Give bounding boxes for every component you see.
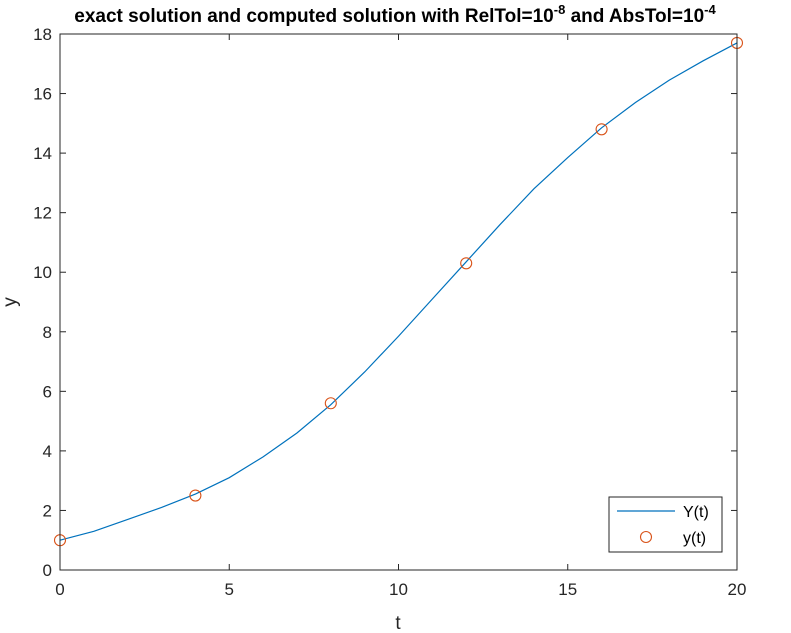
legend-box	[608, 496, 723, 553]
y-tick-label-6: 12	[33, 204, 52, 223]
y-tick-label-8: 16	[33, 85, 52, 104]
x-tick-label-1: 5	[225, 580, 234, 599]
data-point-3	[460, 257, 473, 270]
x-tick-label-4: 20	[728, 580, 747, 599]
chart-title-main: exact solution and computed solution wit…	[74, 6, 553, 27]
x-tick-label-0: 0	[55, 580, 64, 599]
legend-label-0: Y(t)	[683, 504, 709, 521]
chart-title-exponent-1: -8	[554, 2, 566, 17]
chart-title-exponent-2: -4	[704, 2, 716, 17]
plot-area	[60, 34, 737, 570]
data-point-2	[324, 397, 337, 410]
y-tick-label-3: 6	[43, 382, 52, 401]
chart-title: exact solution and computed solution wit…	[74, 2, 716, 27]
legend-marker-swatch-1	[639, 530, 653, 544]
y-tick-label-5: 10	[33, 263, 52, 282]
legend: Y(t) y(t)	[608, 496, 723, 553]
y-tick-label-9: 18	[33, 25, 52, 44]
y-tick-label-2: 4	[43, 442, 52, 461]
y-axis-label: y	[0, 297, 21, 307]
y-tick-label-7: 14	[33, 144, 52, 163]
x-tick-label-2: 10	[389, 580, 408, 599]
series-line-0	[59, 42, 738, 541]
x-axis-label: t	[395, 613, 401, 633]
data-point-4	[595, 123, 608, 136]
y-tick-label-4: 8	[43, 323, 52, 342]
y-tick-label-0: 0	[43, 561, 52, 580]
legend-label-1: y(t)	[683, 530, 706, 547]
chart-title-middle: and AbsTol=10	[565, 6, 704, 27]
x-tick-label-3: 15	[558, 580, 577, 599]
axes-layer: 0 5 10 15 20 0 2 4 6 8 10 12 14 16 18	[33, 25, 746, 599]
y-tick-label-1: 2	[43, 501, 52, 520]
data-point-1	[189, 489, 202, 502]
